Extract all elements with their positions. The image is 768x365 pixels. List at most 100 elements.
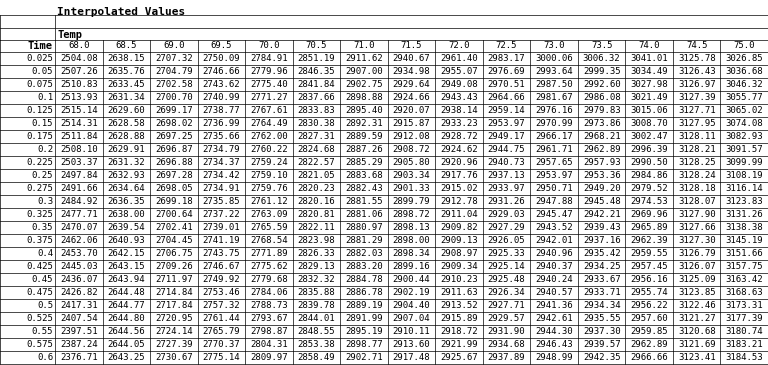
Text: 3125.78: 3125.78	[678, 54, 716, 63]
Text: 2629.60: 2629.60	[108, 106, 145, 115]
Text: 2976.69: 2976.69	[488, 67, 525, 76]
Text: 2779.68: 2779.68	[250, 275, 288, 284]
Text: 2739.01: 2739.01	[203, 223, 240, 232]
Text: 3034.49: 3034.49	[631, 67, 668, 76]
Text: 2925.67: 2925.67	[440, 353, 478, 362]
Text: 3091.57: 3091.57	[726, 145, 763, 154]
Text: 2926.34: 2926.34	[488, 288, 525, 297]
Text: 2631.34: 2631.34	[108, 93, 145, 102]
Text: 2477.71: 2477.71	[60, 210, 98, 219]
Text: 2921.99: 2921.99	[440, 340, 478, 349]
Text: 2917.76: 2917.76	[440, 171, 478, 180]
Text: 2706.75: 2706.75	[155, 249, 193, 258]
Text: 3183.21: 3183.21	[726, 340, 763, 349]
Text: 3126.43: 3126.43	[678, 67, 716, 76]
Text: 2881.55: 2881.55	[345, 197, 382, 206]
Text: 3123.83: 3123.83	[726, 197, 763, 206]
Text: 0.55: 0.55	[31, 327, 53, 336]
Text: 3123.41: 3123.41	[678, 353, 716, 362]
Text: 2643.94: 2643.94	[108, 275, 145, 284]
Text: 2901.33: 2901.33	[392, 184, 430, 193]
Text: 3116.14: 3116.14	[726, 184, 763, 193]
Text: 0.25: 0.25	[31, 171, 53, 180]
Text: 2909.34: 2909.34	[440, 262, 478, 271]
Text: 3127.30: 3127.30	[678, 236, 716, 245]
Text: 2426.82: 2426.82	[60, 288, 98, 297]
Text: 2515.14: 2515.14	[60, 106, 98, 115]
Text: 2417.31: 2417.31	[60, 301, 98, 310]
Text: 2759.76: 2759.76	[250, 184, 288, 193]
Text: 2631.32: 2631.32	[108, 158, 145, 167]
Text: 2882.03: 2882.03	[345, 249, 382, 258]
Text: 2644.05: 2644.05	[108, 340, 145, 349]
Text: 2846.35: 2846.35	[298, 67, 336, 76]
Text: 2898.13: 2898.13	[392, 223, 430, 232]
Text: 2918.72: 2918.72	[440, 327, 478, 336]
Text: 2929.64: 2929.64	[392, 80, 430, 89]
Text: 3122.46: 3122.46	[678, 301, 716, 310]
Text: 2737.22: 2737.22	[203, 210, 240, 219]
Text: 2761.12: 2761.12	[250, 197, 288, 206]
Text: 2709.26: 2709.26	[155, 262, 193, 271]
Text: 69.0: 69.0	[163, 41, 184, 50]
Text: 2833.83: 2833.83	[298, 106, 336, 115]
Text: 2767.61: 2767.61	[250, 106, 288, 115]
Text: 2962.89: 2962.89	[631, 340, 668, 349]
Text: 3123.85: 3123.85	[678, 288, 716, 297]
Text: 2634.64: 2634.64	[108, 184, 145, 193]
Text: 3041.01: 3041.01	[631, 54, 668, 63]
Text: 0.375: 0.375	[26, 236, 53, 245]
Text: 2881.06: 2881.06	[345, 210, 382, 219]
Text: 2835.88: 2835.88	[298, 288, 336, 297]
Text: 2959.85: 2959.85	[631, 327, 668, 336]
Text: 2503.37: 2503.37	[60, 158, 98, 167]
Text: 2904.40: 2904.40	[392, 301, 430, 310]
Text: 0.05: 0.05	[31, 67, 53, 76]
Text: 2957.93: 2957.93	[583, 158, 621, 167]
Text: 2397.51: 2397.51	[60, 327, 98, 336]
Text: 3184.53: 3184.53	[726, 353, 763, 362]
Text: 2788.73: 2788.73	[250, 301, 288, 310]
Text: 2937.16: 2937.16	[583, 236, 621, 245]
Text: 2946.43: 2946.43	[535, 340, 573, 349]
Text: 2948.99: 2948.99	[535, 353, 573, 362]
Text: 2743.75: 2743.75	[203, 249, 240, 258]
Text: 2965.89: 2965.89	[631, 223, 668, 232]
Text: 2707.32: 2707.32	[155, 54, 193, 63]
Text: 2638.00: 2638.00	[108, 210, 145, 219]
Text: 3138.38: 3138.38	[726, 223, 763, 232]
Text: 2996.39: 2996.39	[631, 145, 668, 154]
Text: 2892.31: 2892.31	[345, 119, 382, 128]
Text: 2824.68: 2824.68	[298, 145, 336, 154]
Text: 2858.49: 2858.49	[298, 353, 336, 362]
Text: 2763.09: 2763.09	[250, 210, 288, 219]
Text: 2953.36: 2953.36	[583, 171, 621, 180]
Text: 2944.75: 2944.75	[488, 145, 525, 154]
Text: 2511.84: 2511.84	[60, 132, 98, 141]
Text: 2940.96: 2940.96	[535, 249, 573, 258]
Text: 2724.14: 2724.14	[155, 327, 193, 336]
Text: 3127.71: 3127.71	[678, 106, 716, 115]
Text: 2376.71: 2376.71	[60, 353, 98, 362]
Text: 2760.22: 2760.22	[250, 145, 288, 154]
Text: 68.5: 68.5	[115, 41, 137, 50]
Text: 2697.28: 2697.28	[155, 171, 193, 180]
Text: 2839.78: 2839.78	[298, 301, 336, 310]
Text: 3128.24: 3128.24	[678, 171, 716, 180]
Text: 2734.37: 2734.37	[203, 158, 240, 167]
Text: 2644.80: 2644.80	[108, 314, 145, 323]
Text: 73.5: 73.5	[591, 41, 612, 50]
Text: 2983.17: 2983.17	[488, 54, 525, 63]
Text: 2632.93: 2632.93	[108, 171, 145, 180]
Text: 2992.60: 2992.60	[583, 80, 621, 89]
Text: 2934.98: 2934.98	[392, 67, 430, 76]
Text: 2779.96: 2779.96	[250, 67, 288, 76]
Text: 3055.77: 3055.77	[726, 93, 763, 102]
Text: 3145.19: 3145.19	[726, 236, 763, 245]
Text: 2925.48: 2925.48	[488, 275, 525, 284]
Text: 3131.26: 3131.26	[726, 210, 763, 219]
Text: 2720.95: 2720.95	[155, 314, 193, 323]
Text: 2746.66: 2746.66	[203, 67, 240, 76]
Text: 3127.95: 3127.95	[678, 119, 716, 128]
Text: 2913.52: 2913.52	[440, 301, 478, 310]
